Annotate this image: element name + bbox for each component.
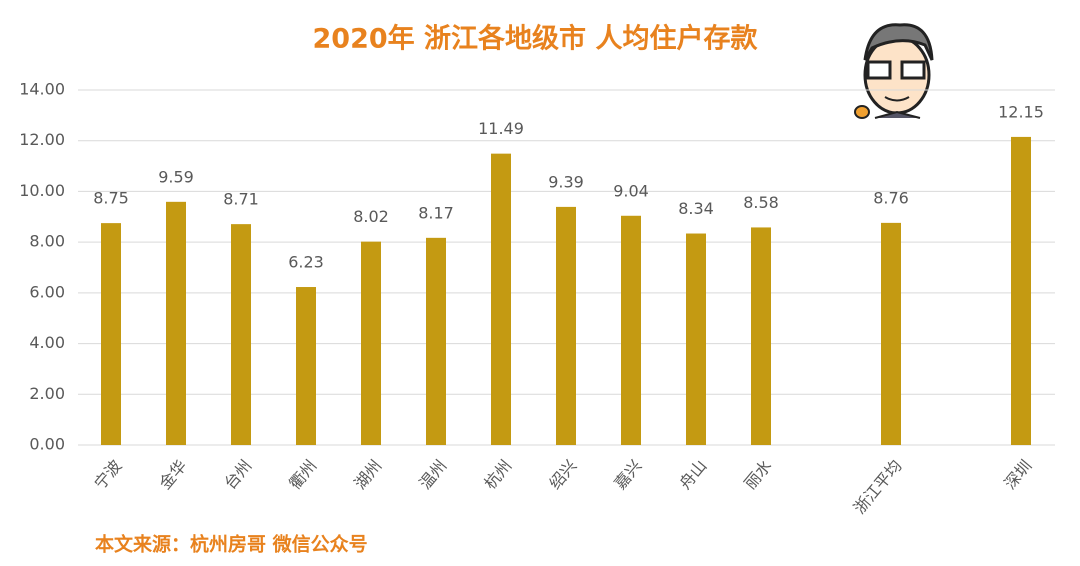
y-tick-label: 12.00 [19, 130, 65, 149]
x-tick-label: 浙江平均 [850, 456, 906, 517]
bar [166, 201, 186, 445]
y-tick-label: 2.00 [29, 384, 65, 403]
source-note: 本文来源：杭州房哥 微信公众号 [95, 533, 368, 556]
bar [881, 222, 901, 445]
y-tick-label: 8.00 [29, 232, 65, 251]
value-label: 8.17 [418, 203, 454, 222]
value-label: 8.75 [93, 189, 129, 208]
y-tick-label: 6.00 [29, 282, 65, 301]
bar [361, 241, 381, 445]
bar [231, 224, 251, 445]
chart-title: 2020年 浙江各地级市 人均住户存款 [313, 23, 759, 55]
x-tick-label: 衢州 [285, 456, 320, 493]
bar [101, 223, 121, 445]
value-label: 6.23 [288, 253, 324, 272]
bar [426, 237, 446, 445]
bar [686, 233, 706, 445]
value-label: 11.49 [478, 119, 524, 138]
y-tick-label: 14.00 [19, 80, 65, 99]
bar [556, 206, 576, 445]
value-label: 9.59 [158, 167, 194, 186]
bar [491, 153, 511, 445]
bar [296, 287, 316, 445]
y-tick-label: 10.00 [19, 181, 65, 200]
value-label: 12.15 [998, 102, 1044, 121]
x-tick-label: 舟山 [675, 456, 710, 493]
x-tick-label: 台州 [220, 456, 255, 493]
value-label: 8.58 [743, 193, 779, 212]
value-label: 9.04 [613, 181, 649, 200]
x-tick-label: 宁波 [90, 456, 125, 493]
x-tick-label: 杭州 [480, 456, 515, 493]
value-label: 8.76 [873, 188, 909, 207]
x-tick-label: 深圳 [1000, 456, 1035, 493]
value-label: 8.02 [353, 207, 389, 226]
bar [751, 227, 771, 445]
avatar [854, 23, 934, 119]
value-label: 8.71 [223, 190, 259, 209]
x-tick-label: 绍兴 [545, 456, 580, 493]
x-tick-label: 温州 [415, 456, 450, 493]
value-label: 9.39 [548, 172, 584, 191]
x-tick-label: 嘉兴 [610, 456, 645, 493]
x-tick-label: 金华 [155, 456, 190, 493]
y-tick-label: 4.00 [29, 333, 65, 352]
y-tick-label: 0.00 [29, 435, 65, 454]
value-label: 8.34 [678, 199, 714, 218]
x-tick-label: 丽水 [740, 456, 775, 493]
bar [1011, 136, 1031, 446]
bar [621, 215, 641, 445]
x-tick-label: 湖州 [350, 456, 385, 493]
